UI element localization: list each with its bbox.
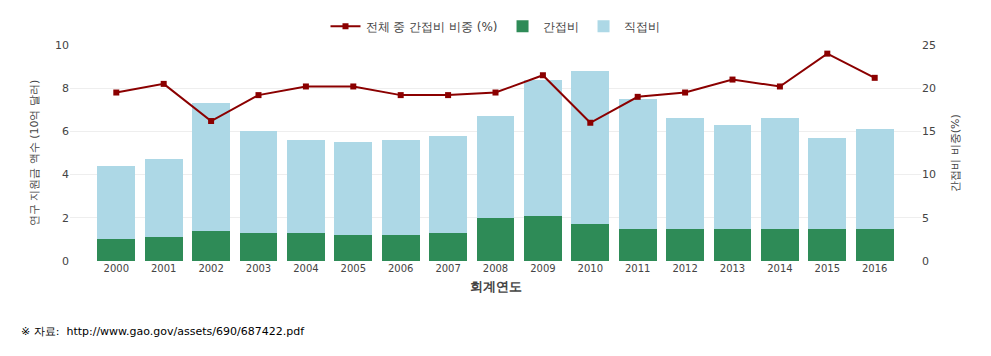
- svg-text:0: 0: [62, 255, 69, 268]
- svg-text:2012: 2012: [672, 263, 697, 274]
- svg-text:직접비: 직접비: [624, 20, 660, 34]
- svg-text:10: 10: [55, 39, 69, 52]
- svg-text:2002: 2002: [198, 263, 223, 274]
- svg-text:2005: 2005: [341, 263, 366, 274]
- svg-text:연구 지원금 액수 (10억 달러): 연구 지원금 액수 (10억 달러): [28, 80, 41, 227]
- svg-text:2009: 2009: [530, 263, 555, 274]
- svg-text:회계연도: 회계연도: [470, 279, 522, 294]
- svg-text:5: 5: [922, 212, 929, 225]
- svg-text:간접비: 간접비: [543, 20, 579, 34]
- svg-text:2003: 2003: [246, 263, 271, 274]
- svg-text:2013: 2013: [720, 263, 745, 274]
- svg-text:2007: 2007: [435, 263, 460, 274]
- svg-text:2015: 2015: [815, 263, 840, 274]
- svg-text:2: 2: [62, 212, 69, 225]
- svg-text:2014: 2014: [767, 263, 792, 274]
- svg-text:2001: 2001: [151, 263, 176, 274]
- svg-text:6: 6: [62, 125, 69, 138]
- svg-text:8: 8: [62, 82, 69, 95]
- svg-text:2016: 2016: [862, 263, 887, 274]
- svg-text:0: 0: [922, 255, 929, 268]
- svg-text:2004: 2004: [293, 263, 318, 274]
- svg-text:간접비 비중(%): 간접비 비중(%): [949, 114, 962, 192]
- svg-text:15: 15: [922, 125, 936, 138]
- svg-text:10: 10: [922, 168, 936, 181]
- svg-text:전체 중 간접비 비중 (%): 전체 중 간접비 비중 (%): [366, 20, 498, 34]
- svg-text:20: 20: [922, 82, 936, 95]
- svg-text:2008: 2008: [483, 263, 508, 274]
- svg-text:2006: 2006: [388, 263, 413, 274]
- svg-text:2000: 2000: [104, 263, 129, 274]
- svg-text:2010: 2010: [578, 263, 603, 274]
- svg-text:※ 자료: http://www.gao.gov/asse: ※ 자료: http://www.gao.gov/assets/690/6874…: [21, 325, 305, 338]
- svg-text:2011: 2011: [625, 263, 650, 274]
- svg-text:4: 4: [62, 168, 69, 181]
- svg-text:25: 25: [922, 39, 936, 52]
